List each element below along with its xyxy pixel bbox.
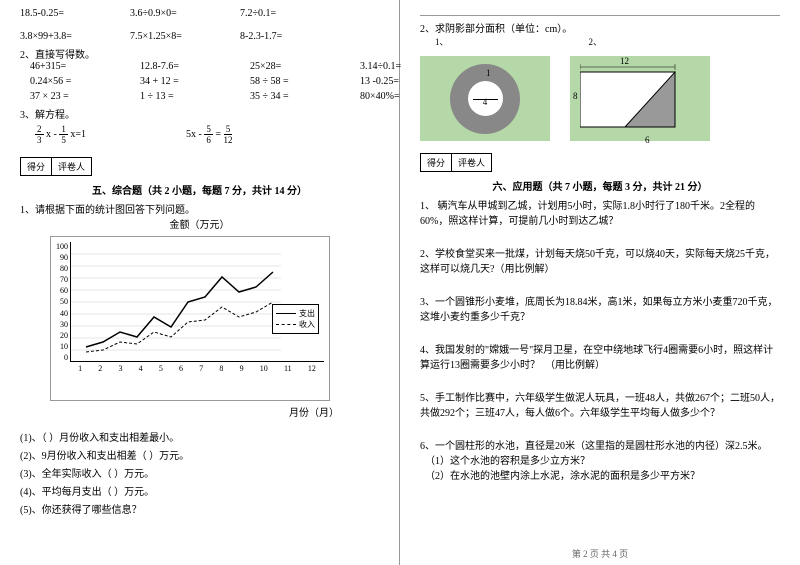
- q2-title: 2、直接写得数。: [20, 46, 379, 61]
- eq: 7.2÷0.1=: [240, 8, 320, 19]
- q2-right-title: 2、求阴影部分面积（单位：cm）。: [420, 20, 780, 35]
- q5-1: 1、请根据下面的统计图回答下列问题。: [20, 201, 379, 216]
- score-box: 得分 评卷人: [20, 157, 92, 176]
- q3-title: 3、解方程。: [20, 106, 379, 121]
- sub-questions: (1)、（ ）月份收入和支出相差最小。 (2)、9月份收入和支出相差（ ）万元。…: [20, 429, 379, 516]
- line-expense: [86, 272, 273, 347]
- eq: 8-2.3-1.7=: [240, 31, 320, 42]
- eq: 3.6÷0.9×0=: [130, 8, 210, 19]
- app-q-5: 5、手工制作比赛中，六年级学生做泥人玩具，一班48人，共做267个；二班50人，…: [420, 391, 780, 421]
- app-q-4: 4、我国发射的"嫦娥一号"探月卫星，在空中绕地球飞行4圈需要6小时，照这样计算运…: [420, 343, 780, 373]
- app-q-3: 3、一个圆锥形小麦堆，底周长为18.84米，高1米，如果每立方米小麦重720千克…: [420, 295, 780, 325]
- equation-group-2: 46+315=12.8-7.6=25×28=3.14÷0.1= 0.24×56 …: [30, 61, 379, 102]
- triangle-shape: 12 8 6: [570, 56, 710, 141]
- score-box: 得分 评卷人: [420, 153, 492, 172]
- legend: 支出 收入: [272, 304, 319, 334]
- eq: 18.5-0.25=: [20, 8, 100, 19]
- page-footer: 第 2 页 共 4 页: [572, 547, 628, 560]
- app-q-6: 6、一个圆柱形的水池，直径是20米（这里指的是圆柱形水池的内径）深2.5米。 （…: [420, 439, 780, 484]
- x-axis: 123456789101112: [70, 362, 324, 373]
- eq: 7.5×1.25×8=: [130, 31, 210, 42]
- eq3a: 23 x - 15 x=1: [35, 124, 86, 145]
- chart-title: 金额（万元）: [20, 216, 379, 231]
- shapes-row: 4 1 12 8 6: [420, 56, 780, 141]
- eq3b: 5x - 56 = 512: [186, 124, 232, 145]
- y-axis: 1009080706050403020100: [56, 242, 70, 362]
- ring-shape: 4 1: [420, 56, 550, 141]
- section-5-title: 五、综合题（共 2 小题，每题 7 分，共计 14 分）: [20, 182, 379, 197]
- eq: 3.8×99+3.8=: [20, 31, 100, 42]
- section-6-title: 六、应用题（共 7 小题，每题 3 分，共计 21 分）: [420, 178, 780, 193]
- line-income: [86, 302, 273, 352]
- app-q-2: 2、学校食堂买来一批煤，计划每天烧50千克，可以烧40天，实际每天烧25千克，这…: [420, 247, 780, 277]
- x-axis-label: 月份（月）: [20, 404, 339, 419]
- line-chart: 1009080706050403020100 123456789101112 支…: [50, 236, 330, 401]
- app-q-1: 1、 辆汽车从甲城到乙城，计划用5小时，实际1.8小时行了180千米。2全程的6…: [420, 199, 780, 229]
- equation-group-1: 18.5-0.25= 3.6÷0.9×0= 7.2÷0.1= 3.8×99+3.8=…: [20, 8, 379, 42]
